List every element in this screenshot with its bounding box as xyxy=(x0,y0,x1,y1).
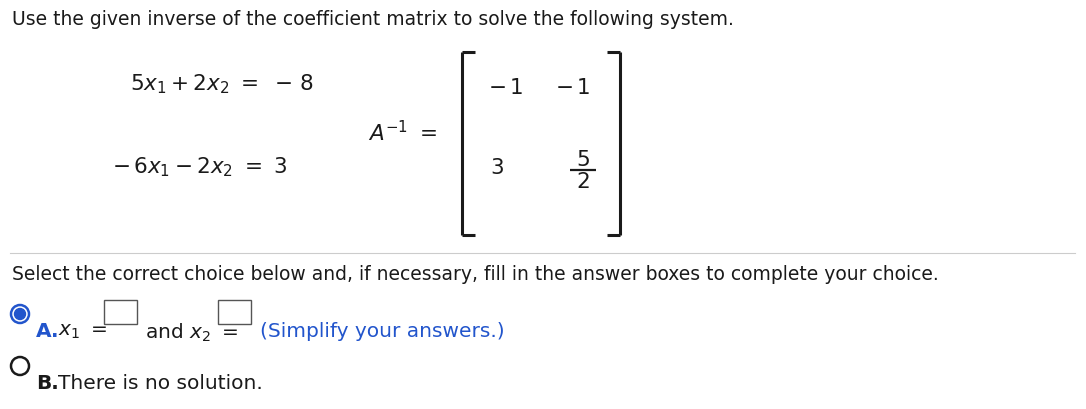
Text: Select the correct choice below and, if necessary, fill in the answer boxes to c: Select the correct choice below and, if … xyxy=(12,265,938,284)
Text: $-\,6x_1 - 2x_2\ =\ 3$: $-\,6x_1 - 2x_2\ =\ 3$ xyxy=(112,155,288,179)
Text: $5$: $5$ xyxy=(576,150,590,170)
Text: Use the given inverse of the coefficient matrix to solve the following system.: Use the given inverse of the coefficient… xyxy=(12,10,734,29)
Bar xyxy=(218,300,251,324)
Text: B.: B. xyxy=(36,374,59,393)
Text: A.: A. xyxy=(36,322,60,341)
Text: There is no solution.: There is no solution. xyxy=(58,374,263,393)
Text: and $x_2\ =$: and $x_2\ =$ xyxy=(146,322,238,344)
Text: $-\,1$: $-\,1$ xyxy=(555,78,590,98)
Text: $5x_1 + 2x_2\ =\ -\,8$: $5x_1 + 2x_2\ =\ -\,8$ xyxy=(130,72,314,96)
Text: $-\,1$: $-\,1$ xyxy=(488,78,523,98)
Text: $x_1\ =$: $x_1\ =$ xyxy=(58,322,108,341)
Text: $2$: $2$ xyxy=(577,172,590,192)
Circle shape xyxy=(14,308,25,319)
Bar xyxy=(104,300,137,324)
Text: (Simplify your answers.): (Simplify your answers.) xyxy=(260,322,505,341)
Text: $3$: $3$ xyxy=(490,158,504,178)
Text: $A^{-1}\ =$: $A^{-1}\ =$ xyxy=(368,120,437,145)
